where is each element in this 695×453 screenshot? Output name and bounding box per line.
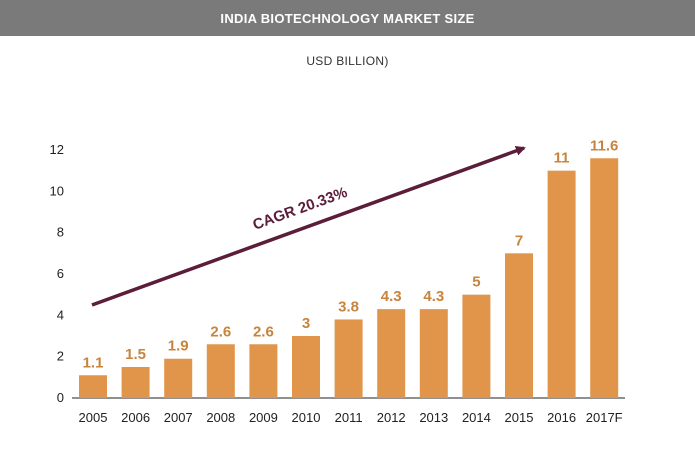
data-label: 2.6 <box>210 323 231 340</box>
x-tick-label: 2011 <box>335 410 363 425</box>
x-tick-label: 2012 <box>377 410 406 425</box>
bar-2007 <box>164 358 193 398</box>
bar-2015 <box>505 253 533 398</box>
data-label: 11 <box>554 150 570 167</box>
bar-2016 <box>547 170 576 398</box>
data-label: 5 <box>472 274 480 291</box>
x-tick-label: 2017F <box>586 410 623 425</box>
data-label: 2.6 <box>253 323 274 340</box>
bar-2017F <box>590 158 619 398</box>
y-tick-label: 6 <box>57 266 64 281</box>
chart-title: INDIA BIOTECHNOLOGY MARKET SIZE <box>220 10 475 26</box>
data-label: 1.5 <box>125 346 146 363</box>
bar-2013 <box>419 309 448 398</box>
bar-2012 <box>377 309 406 398</box>
data-label: 7 <box>515 232 523 249</box>
cagr-arrow <box>91 146 526 307</box>
data-label: 3 <box>302 315 310 332</box>
y-tick-label: 0 <box>57 390 64 405</box>
data-label: 11.6 <box>590 137 618 154</box>
x-tick-label: 2009 <box>249 410 278 425</box>
bar-2005 <box>79 375 107 398</box>
cagr-label: CAGR 20.33% <box>251 184 350 234</box>
x-axis: 2005 2006 2007 2008 2009 2010 2011 2012 2013 2014… <box>79 410 623 425</box>
data-label: 4.3 <box>423 288 444 305</box>
x-tick-label: 2006 <box>121 410 150 425</box>
data-label: 3.8 <box>338 298 359 315</box>
bar-2006 <box>121 367 150 398</box>
y-tick-label: 2 <box>57 349 64 364</box>
y-tick-label: 8 <box>57 225 64 240</box>
x-tick-label: 2005 <box>79 410 108 425</box>
data-label: 1.1 <box>83 354 104 371</box>
bar-2011 <box>334 319 363 398</box>
bars: 1.1 1.5 1.9 2.6 2.6 3 3.8 4.3 4.3 5 7 11 11.6 <box>79 137 618 398</box>
x-tick-label: 2008 <box>206 410 235 425</box>
x-tick-label: 2010 <box>292 410 321 425</box>
bar-2014 <box>462 294 491 398</box>
x-tick-label: 2015 <box>505 410 534 425</box>
chart-subtitle: USD BILLION) <box>306 54 389 68</box>
data-label: 4.3 <box>381 288 402 305</box>
data-label: 1.9 <box>168 338 189 355</box>
bar-2010 <box>292 336 320 398</box>
x-tick-label: 2014 <box>462 410 491 425</box>
title-banner: INDIA BIOTECHNOLOGY MARKET SIZE <box>0 0 695 36</box>
x-tick-label: 2013 <box>419 410 448 425</box>
bar-2009 <box>249 344 278 398</box>
y-tick-label: 4 <box>57 307 64 322</box>
x-tick-label: 2016 <box>547 410 576 425</box>
bar-2008 <box>206 344 235 398</box>
y-tick-label: 10 <box>50 183 64 198</box>
y-tick-label: 12 <box>50 142 64 157</box>
x-tick-label: 2007 <box>164 410 193 425</box>
